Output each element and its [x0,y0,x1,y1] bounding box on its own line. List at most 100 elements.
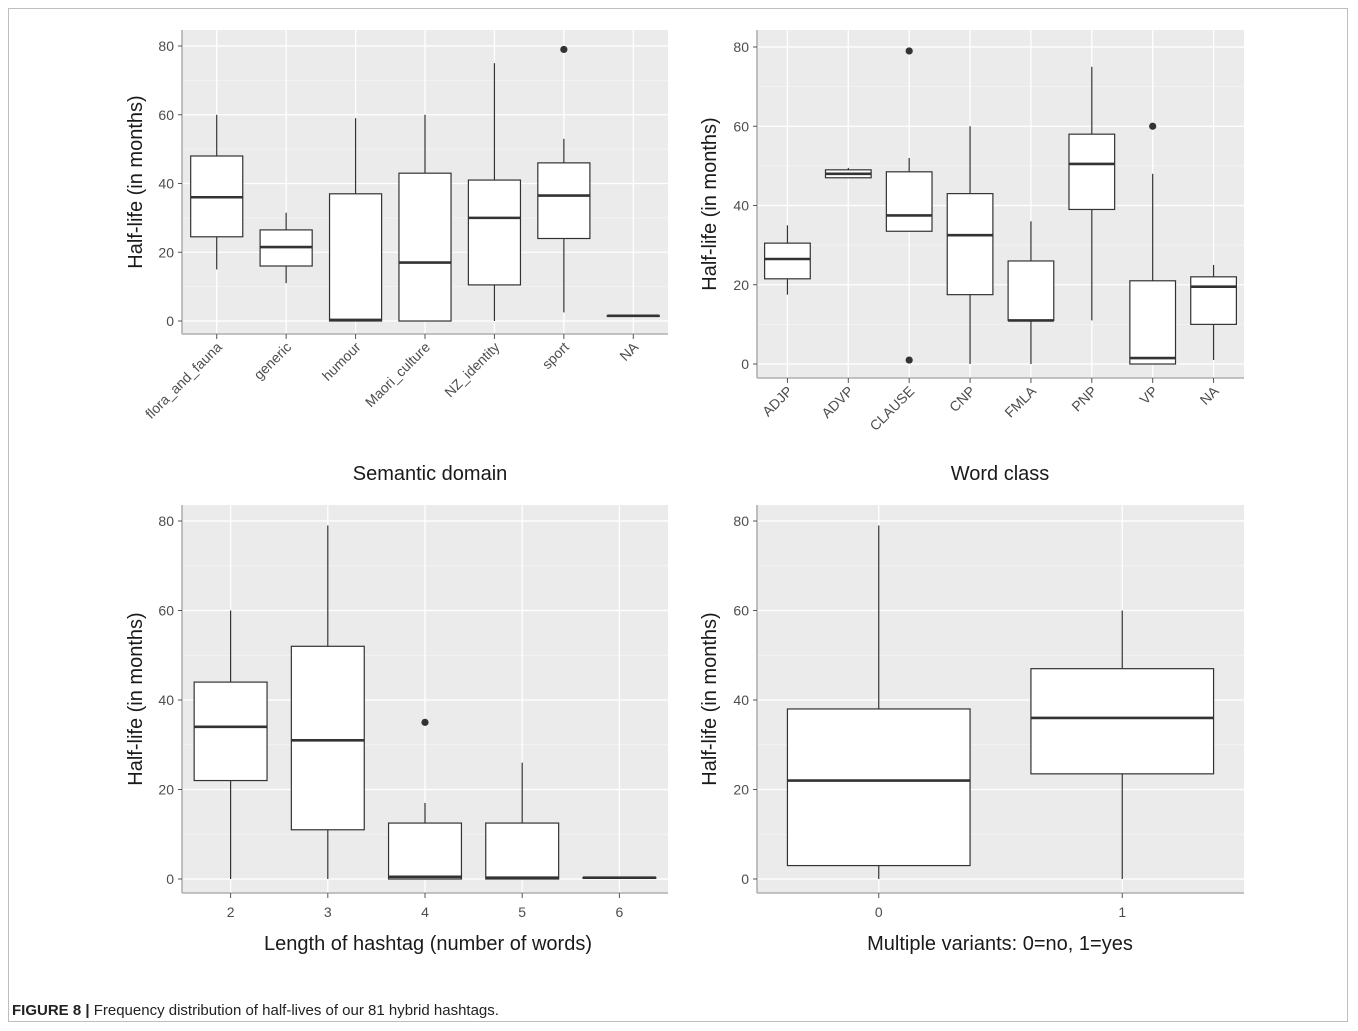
box-iqr [1007,260,1055,322]
x-axis-title: Semantic domain [353,463,508,485]
box-clause [885,47,933,364]
box-0 [786,525,971,879]
box-iqr [1190,276,1237,325]
box-iqr [398,172,452,322]
box-iqr [1068,133,1116,211]
panel-semantic-domain: 0 20 40 60 80 flora_and_fauna generic humourMao… [125,30,668,485]
y-tick-label: 60 [733,118,749,134]
outlier-point [560,45,568,54]
y-tick-label: 60 [733,603,749,619]
panel-word-class: 0 20 40 60 80 ADJP ADVP CLAUSE CNP FMLA PNP VP NA Wor… [699,30,1244,485]
x-tick-label-cnp: CNP [946,383,978,415]
y-tick-label: 0 [166,313,174,329]
outlier-point [421,718,429,726]
box-maori-culture [398,114,452,322]
box-fmla [1007,221,1055,364]
y-axis-title: Half-life (in months) [699,612,721,785]
y-tick-label: 60 [158,603,174,619]
box-iqr [786,708,971,867]
x-axis-title: Multiple variants: 0=no, 1=yes [867,933,1133,955]
x-tick-label-clause: CLAUSE [866,383,917,434]
box-advp [824,167,872,179]
box-iqr [290,645,365,831]
box-iqr [387,822,463,880]
box-iqr [467,179,522,286]
x-tick-label-2: 2 [227,904,235,920]
box-iqr [537,162,591,240]
outlier-point [905,356,913,364]
box-humour [328,118,383,322]
y-tick-label: 20 [733,277,749,293]
box-pnp [1068,66,1116,321]
box-iqr [1030,668,1215,775]
box-cnp [946,126,994,364]
caption-label: FIGURE 8 | [12,1002,90,1019]
y-tick-label: 20 [733,782,749,798]
box-sport [537,45,591,313]
y-tick-label: 40 [733,198,749,214]
box-iqr [1129,280,1177,365]
x-tick-label-pnp: PNP [1068,383,1100,415]
box-1 [1030,610,1215,879]
box-flora-and-fauna [190,114,244,270]
y-tick-label: 80 [158,38,174,54]
x-tick-label-generic: generic [250,339,294,383]
box-iqr [946,193,994,296]
box-na [1190,264,1237,361]
box-adjp [764,225,811,295]
box-iqr [764,242,811,280]
y-tick-label: 0 [741,871,749,887]
y-tick-label: 0 [166,871,174,887]
outlier-point [905,47,913,55]
y-tick-label: 60 [158,107,174,123]
x-tick-label-1: 1 [1118,904,1126,920]
x-tick-label-3: 3 [324,904,332,920]
x-tick-label-5: 5 [518,904,526,920]
y-tick-label: 80 [733,39,749,55]
y-axis-title: Half-life (in months) [125,95,147,268]
box-nz-identity [467,63,522,321]
x-tick-label-nz-identity: NZ_identity [441,339,502,400]
caption-text: Frequency distribution of half-lives of … [93,1002,499,1019]
box-iqr [485,822,560,880]
x-tick-label-humour: humour [319,339,364,384]
box-iqr [885,171,933,232]
box-6 [582,876,657,879]
y-tick-label: 40 [158,692,174,708]
box-iqr [328,193,383,322]
box-5 [485,762,560,880]
y-axis-title: Half-life (in months) [125,612,147,785]
x-tick-label-adjp: ADJP [759,383,796,420]
x-tick-label-sport: sport [539,339,572,372]
y-tick-label: 0 [741,356,749,372]
y-tick-label: 20 [158,782,174,798]
x-tick-label-maori-culture: Maori_culture [362,339,433,410]
x-tick-label-0: 0 [875,904,883,920]
outlier-point [1149,122,1157,130]
x-axis-title: Length of hashtag (number of words) [264,933,592,955]
x-tick-label-fmla: FMLA [1001,382,1039,420]
x-tick-label-vp: VP [1136,383,1161,408]
x-tick-label-6: 6 [616,904,624,920]
x-tick-label-flora-and-fauna: flora_and_fauna [142,339,225,422]
box-generic [259,212,313,284]
y-tick-label: 80 [733,513,749,529]
box-2 [193,610,268,879]
x-tick-label-na: NA [1197,382,1223,408]
x-axis-title: Word class [951,463,1050,485]
y-tick-label: 40 [158,176,174,192]
box-4 [387,718,463,880]
box-iqr [193,681,268,782]
x-tick-label-advp: ADVP [818,383,856,421]
figure-frame [8,8,1348,1022]
x-tick-label-na: NA [616,338,642,364]
box-vp [1129,122,1177,365]
x-tick-label-4: 4 [421,904,429,920]
figure-caption: FIGURE 8 | Frequency distribution of hal… [12,1002,499,1019]
y-tick-label: 80 [158,513,174,529]
panel-multiple-variants: 0 20 40 60 80 0 1 Multiple variants: 0=no, 1=ye… [699,505,1244,955]
y-axis-title: Half-life (in months) [699,117,721,290]
y-tick-label: 40 [733,692,749,708]
box-3 [290,525,365,879]
